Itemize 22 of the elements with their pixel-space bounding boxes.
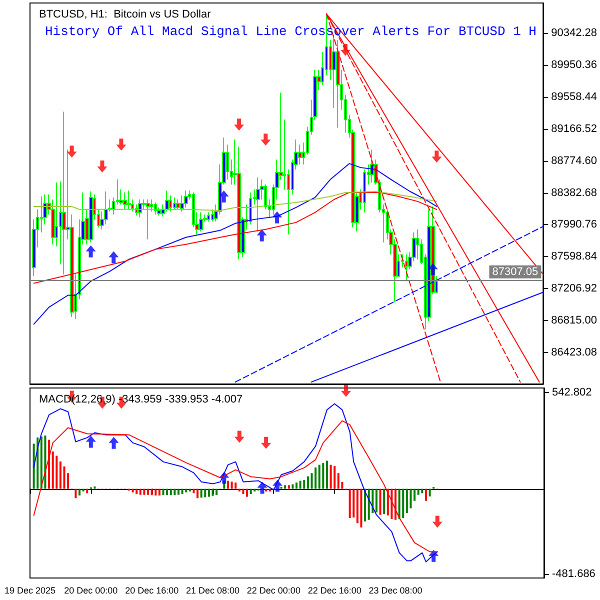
y-tick-label: -481.686 [552,568,596,580]
x-tick-label: 22 Dec 16:00 [308,586,362,596]
x-tick-label: 20 Dec 00:00 [64,586,118,596]
x-tick-label: 23 Dec 08:00 [368,586,422,596]
y-tick-label: 88382.68 [551,186,598,199]
x-tick-label: 21 Dec 08:00 [186,586,240,596]
x-tick-label: 22 Dec 00:00 [246,586,300,596]
x-tick-label: 20 Dec 16:00 [125,586,179,596]
y-tick-label: 87598.84 [551,250,598,263]
y-tick-label: 86815.00 [551,314,598,326]
y-tick-label: 89166.52 [551,122,598,135]
y-tick-label: 87990.76 [551,218,598,231]
y-tick-label: 86423.08 [551,346,598,358]
x-tick-label: 19 Dec 2025 [4,586,56,596]
y-tick-label: 88774.60 [551,154,598,167]
y-tick-label: 89950.36 [551,59,598,72]
ref-line-label: 87307.05 [492,266,538,278]
y-tick-label: 542.802 [552,386,592,398]
chart-subtitle: BTCUSD, H1: Bitcoin vs US Dollar [39,8,212,20]
y-tick-label: 90342.28 [551,27,598,40]
y-tick-label: 89558.44 [551,91,598,104]
y-tick-label: 87206.92 [551,282,598,294]
